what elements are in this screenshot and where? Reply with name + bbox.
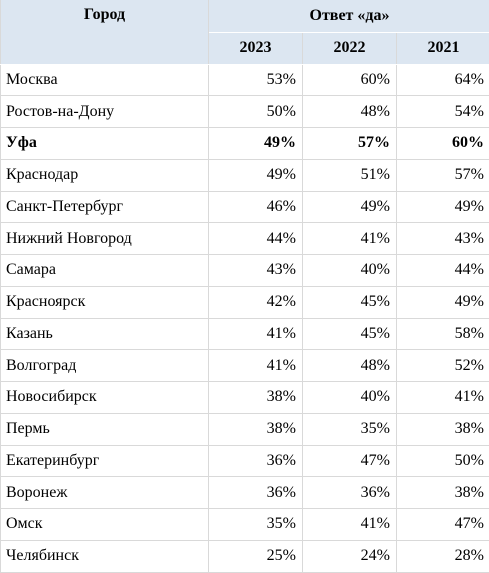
city-cell: Красноярск (1, 286, 209, 318)
value-2021-cell: 52% (397, 350, 489, 382)
value-2021-cell: 49% (397, 286, 489, 318)
value-2023-cell: 49% (209, 159, 303, 191)
city-cell: Уфа (1, 128, 209, 160)
value-2021-cell: 38% (397, 477, 489, 509)
city-cell: Санкт-Петербург (1, 191, 209, 223)
value-2022-cell: 51% (303, 159, 397, 191)
value-2021-cell: 41% (397, 382, 489, 414)
city-cell: Волгоград (1, 350, 209, 382)
value-2023-cell: 46% (209, 191, 303, 223)
city-cell: Москва (1, 64, 209, 96)
city-cell: Воронеж (1, 477, 209, 509)
value-2021-cell: 44% (397, 255, 489, 287)
value-2022-cell: 57% (303, 128, 397, 160)
value-2021-cell: 50% (397, 445, 489, 477)
value-2023-cell: 36% (209, 445, 303, 477)
value-2021-cell: 47% (397, 509, 489, 541)
city-cell: Ростов-на-Дону (1, 96, 209, 128)
city-cell: Краснодар (1, 159, 209, 191)
value-2022-cell: 45% (303, 318, 397, 350)
city-cell: Новосибирск (1, 382, 209, 414)
value-2021-cell: 58% (397, 318, 489, 350)
value-2023-cell: 42% (209, 286, 303, 318)
value-2022-cell: 41% (303, 223, 397, 255)
value-2021-cell: 28% (397, 540, 489, 572)
year-header-2021: 2021 (397, 32, 489, 64)
city-column-header: Город (1, 0, 209, 64)
value-2022-cell: 40% (303, 255, 397, 287)
value-2023-cell: 25% (209, 540, 303, 572)
value-2023-cell: 36% (209, 477, 303, 509)
value-2021-cell: 64% (397, 64, 489, 96)
value-2023-cell: 44% (209, 223, 303, 255)
city-cell: Екатеринбург (1, 445, 209, 477)
value-2023-cell: 41% (209, 350, 303, 382)
value-2022-cell: 35% (303, 413, 397, 445)
value-2023-cell: 35% (209, 509, 303, 541)
table-header: Город Ответ «да» 2023 2022 2021 (1, 0, 489, 64)
city-cell: Казань (1, 318, 209, 350)
value-2022-cell: 60% (303, 64, 397, 96)
value-2023-cell: 43% (209, 255, 303, 287)
value-2023-cell: 49% (209, 128, 303, 160)
value-2021-cell: 60% (397, 128, 489, 160)
value-2021-cell: 49% (397, 191, 489, 223)
value-2023-cell: 50% (209, 96, 303, 128)
value-2022-cell: 36% (303, 477, 397, 509)
city-cell: Нижний Новгород (1, 223, 209, 255)
value-2023-cell: 41% (209, 318, 303, 350)
value-2022-cell: 45% (303, 286, 397, 318)
value-2022-cell: 49% (303, 191, 397, 223)
value-2022-cell: 48% (303, 350, 397, 382)
city-cell: Челябинск (1, 540, 209, 572)
city-cell: Пермь (1, 413, 209, 445)
answer-yes-header: Ответ «да» (209, 0, 489, 32)
value-2021-cell: 57% (397, 159, 489, 191)
year-header-2023: 2023 (209, 32, 303, 64)
value-2023-cell: 53% (209, 64, 303, 96)
value-2021-cell: 38% (397, 413, 489, 445)
value-2021-cell: 43% (397, 223, 489, 255)
city-cell: Омск (1, 509, 209, 541)
value-2023-cell: 38% (209, 413, 303, 445)
value-2021-cell: 54% (397, 96, 489, 128)
city-cell: Самара (1, 255, 209, 287)
header-row-top: Город Ответ «да» (1, 0, 489, 32)
value-2022-cell: 48% (303, 96, 397, 128)
value-2022-cell: 24% (303, 540, 397, 572)
value-2022-cell: 41% (303, 509, 397, 541)
value-2022-cell: 47% (303, 445, 397, 477)
year-header-2022: 2022 (303, 32, 397, 64)
value-2023-cell: 38% (209, 382, 303, 414)
value-2022-cell: 40% (303, 382, 397, 414)
